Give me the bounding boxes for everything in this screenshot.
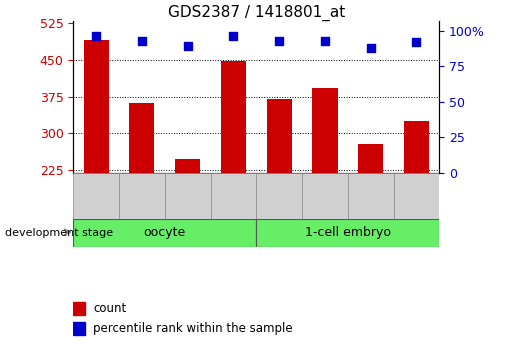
Bar: [302, 172, 348, 219]
Bar: [73, 322, 85, 335]
Text: percentile rank within the sample: percentile rank within the sample: [93, 322, 293, 335]
Point: [92, 33, 100, 39]
Bar: [257, 172, 302, 219]
Point: [367, 45, 375, 50]
Bar: [119, 172, 165, 219]
Bar: [313, 88, 337, 172]
Bar: [83, 40, 109, 172]
Bar: [211, 172, 257, 219]
Bar: [393, 172, 439, 219]
Text: oocyte: oocyte: [143, 226, 186, 239]
Bar: [221, 61, 246, 172]
Title: GDS2387 / 1418801_at: GDS2387 / 1418801_at: [168, 4, 345, 21]
Point: [275, 38, 283, 43]
Bar: [358, 144, 383, 172]
Text: 1-cell embryo: 1-cell embryo: [305, 226, 391, 239]
Point: [184, 43, 192, 49]
Point: [229, 33, 237, 39]
Bar: [267, 99, 292, 172]
Point: [321, 38, 329, 43]
Bar: [175, 159, 200, 172]
Bar: [348, 172, 393, 219]
Bar: [73, 219, 257, 247]
Bar: [129, 103, 155, 172]
Text: development stage: development stage: [5, 228, 113, 238]
Bar: [73, 172, 119, 219]
Bar: [257, 219, 439, 247]
Point: [413, 39, 421, 45]
Bar: [404, 121, 429, 172]
Bar: [165, 172, 211, 219]
Text: count: count: [93, 302, 127, 315]
Bar: [73, 302, 85, 315]
Point: [138, 38, 146, 43]
